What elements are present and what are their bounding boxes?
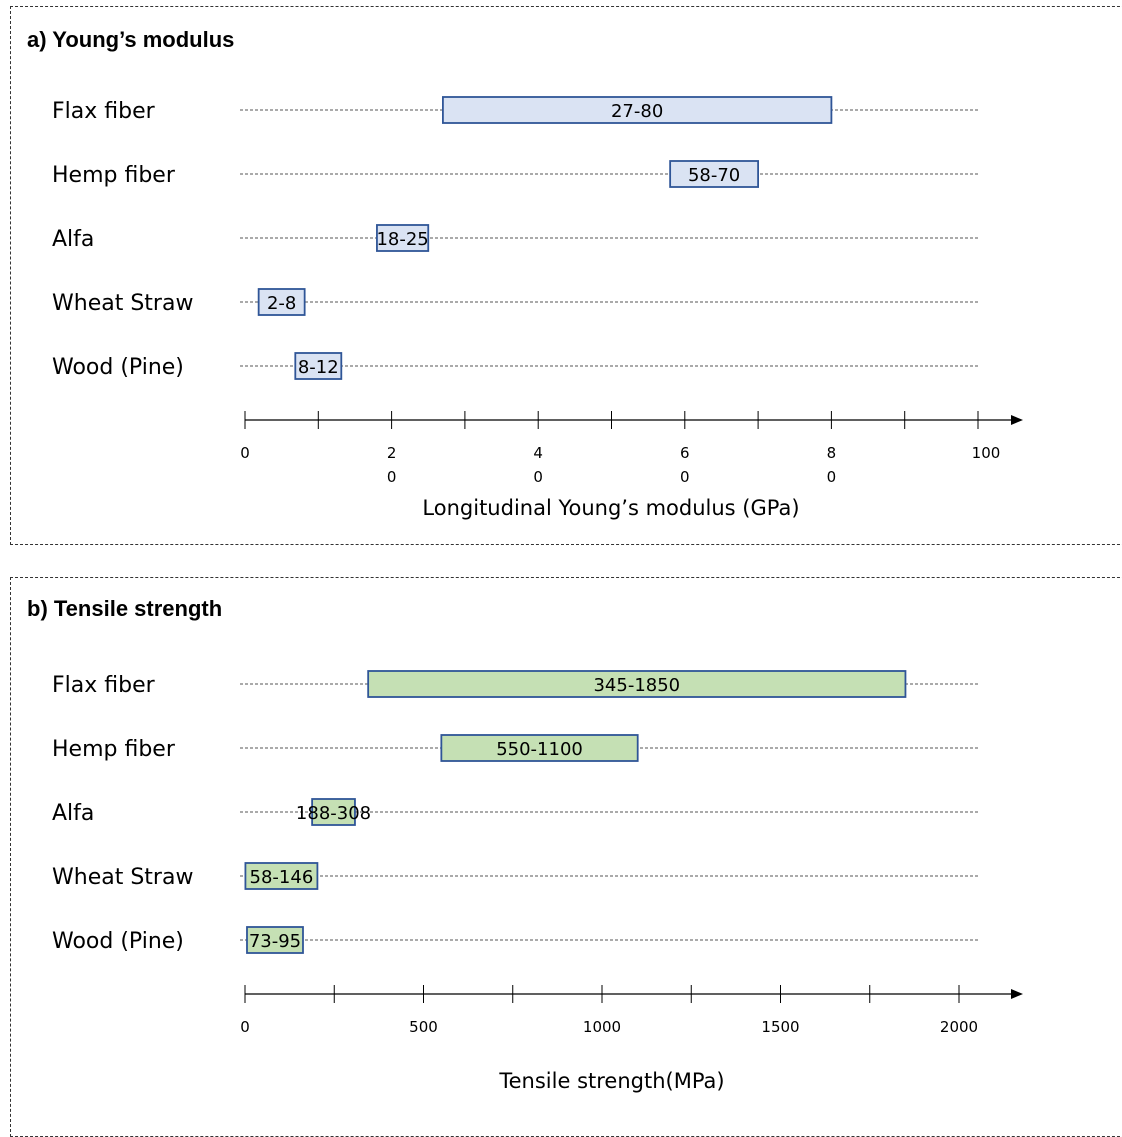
x-tick-label: 6 <box>680 444 690 462</box>
range-bar <box>257 288 306 316</box>
x-axis-arrow <box>1011 415 1023 425</box>
range-bar <box>311 798 356 826</box>
range-bar <box>244 862 319 890</box>
x-tick-label: 0 <box>680 468 690 486</box>
x-tick-label: 500 <box>409 1018 438 1036</box>
x-axis-arrow <box>1011 989 1023 999</box>
range-bar <box>442 96 833 124</box>
x-tick-label: 0 <box>387 468 397 486</box>
range-bar <box>669 160 760 188</box>
range-bar <box>367 670 907 698</box>
category-label: Wheat Straw <box>52 865 193 890</box>
range-label: 73-95 <box>249 931 301 952</box>
x-tick-label: 0 <box>240 1018 250 1036</box>
panel-youngs-modulus: a) Young’s modulus <box>10 6 1122 545</box>
x-axis-title: Longitudinal Young’s modulus (GPa) <box>422 496 799 520</box>
category-label: Wheat Straw <box>52 291 193 316</box>
x-tick-label: 0 <box>240 444 250 462</box>
x-tick-label: 4 <box>533 444 543 462</box>
category-label: Wood (Pine) <box>52 929 184 954</box>
range-label: 27-80 <box>611 101 663 122</box>
range-bar <box>440 734 639 762</box>
range-label: 188-308 <box>296 803 371 824</box>
x-tick-label: 1500 <box>761 1018 799 1036</box>
category-label: Alfa <box>52 227 94 252</box>
range-label: 8-12 <box>298 357 339 378</box>
category-label: Alfa <box>52 801 94 826</box>
x-tick-label: 2 <box>387 444 397 462</box>
x-tick-label: 0 <box>533 468 543 486</box>
x-tick-label: 8 <box>827 444 837 462</box>
range-bar <box>376 224 430 252</box>
chart-title: b) Tensile strength <box>27 596 223 621</box>
x-tick-label: 100 <box>972 444 1001 462</box>
range-label: 550-1100 <box>496 739 583 760</box>
range-bar <box>294 352 343 380</box>
range-label: 18-25 <box>376 229 428 250</box>
category-label: Flax fiber <box>52 99 156 124</box>
x-axis-title: Tensile strength(MPa) <box>498 1069 724 1093</box>
youngs-modulus-chart: Flax fiber 27-80 Hemp fiber 58-70 Alfa 18-25 W… <box>52 96 1023 520</box>
category-label: Flax fiber <box>52 673 156 698</box>
x-tick-label: 2000 <box>940 1018 978 1036</box>
category-label: Hemp fiber <box>52 163 176 188</box>
chart-title: a) Young’s modulus <box>27 27 235 52</box>
range-label: 58-70 <box>688 165 740 186</box>
category-label: Hemp fiber <box>52 737 176 762</box>
x-tick-label: 1000 <box>583 1018 621 1036</box>
range-label: 2-8 <box>267 293 296 314</box>
range-label: 345-1850 <box>593 675 680 696</box>
range-bar <box>246 926 304 954</box>
range-label: 58-146 <box>250 867 314 888</box>
x-tick-label: 0 <box>827 468 837 486</box>
category-label: Wood (Pine) <box>52 355 184 380</box>
